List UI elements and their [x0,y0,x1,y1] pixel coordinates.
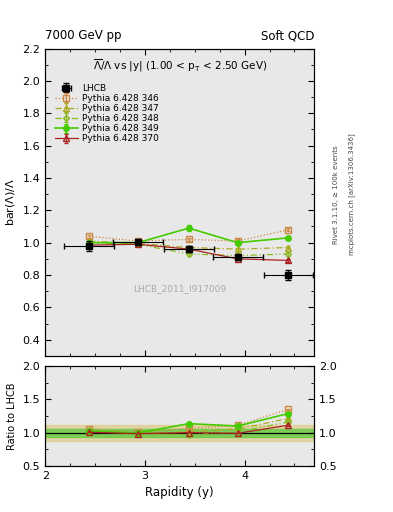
X-axis label: Rapidity (y): Rapidity (y) [145,486,214,499]
Text: 7000 GeV pp: 7000 GeV pp [45,30,122,42]
Y-axis label: Ratio to LHCB: Ratio to LHCB [7,382,17,450]
Bar [45,424,314,441]
Y-axis label: bar($\Lambda$)/$\Lambda$: bar($\Lambda$)/$\Lambda$ [4,178,17,226]
Text: LHCB_2011_I917009: LHCB_2011_I917009 [133,284,226,293]
Text: Soft QCD: Soft QCD [261,30,314,42]
Legend: LHCB, Pythia 6.428 346, Pythia 6.428 347, Pythia 6.428 348, Pythia 6.428 349, Py: LHCB, Pythia 6.428 346, Pythia 6.428 347… [55,84,159,143]
Bar [45,429,314,437]
Text: Rivet 3.1.10, ≥ 100k events: Rivet 3.1.10, ≥ 100k events [333,145,339,244]
Text: $\overline{\Lambda}/\Lambda$ vs |y| (1.00 < p$_\mathrm{T}$ < 2.50 GeV): $\overline{\Lambda}/\Lambda$ vs |y| (1.0… [93,58,267,74]
Text: mcplots.cern.ch [arXiv:1306.3436]: mcplots.cern.ch [arXiv:1306.3436] [348,134,355,255]
